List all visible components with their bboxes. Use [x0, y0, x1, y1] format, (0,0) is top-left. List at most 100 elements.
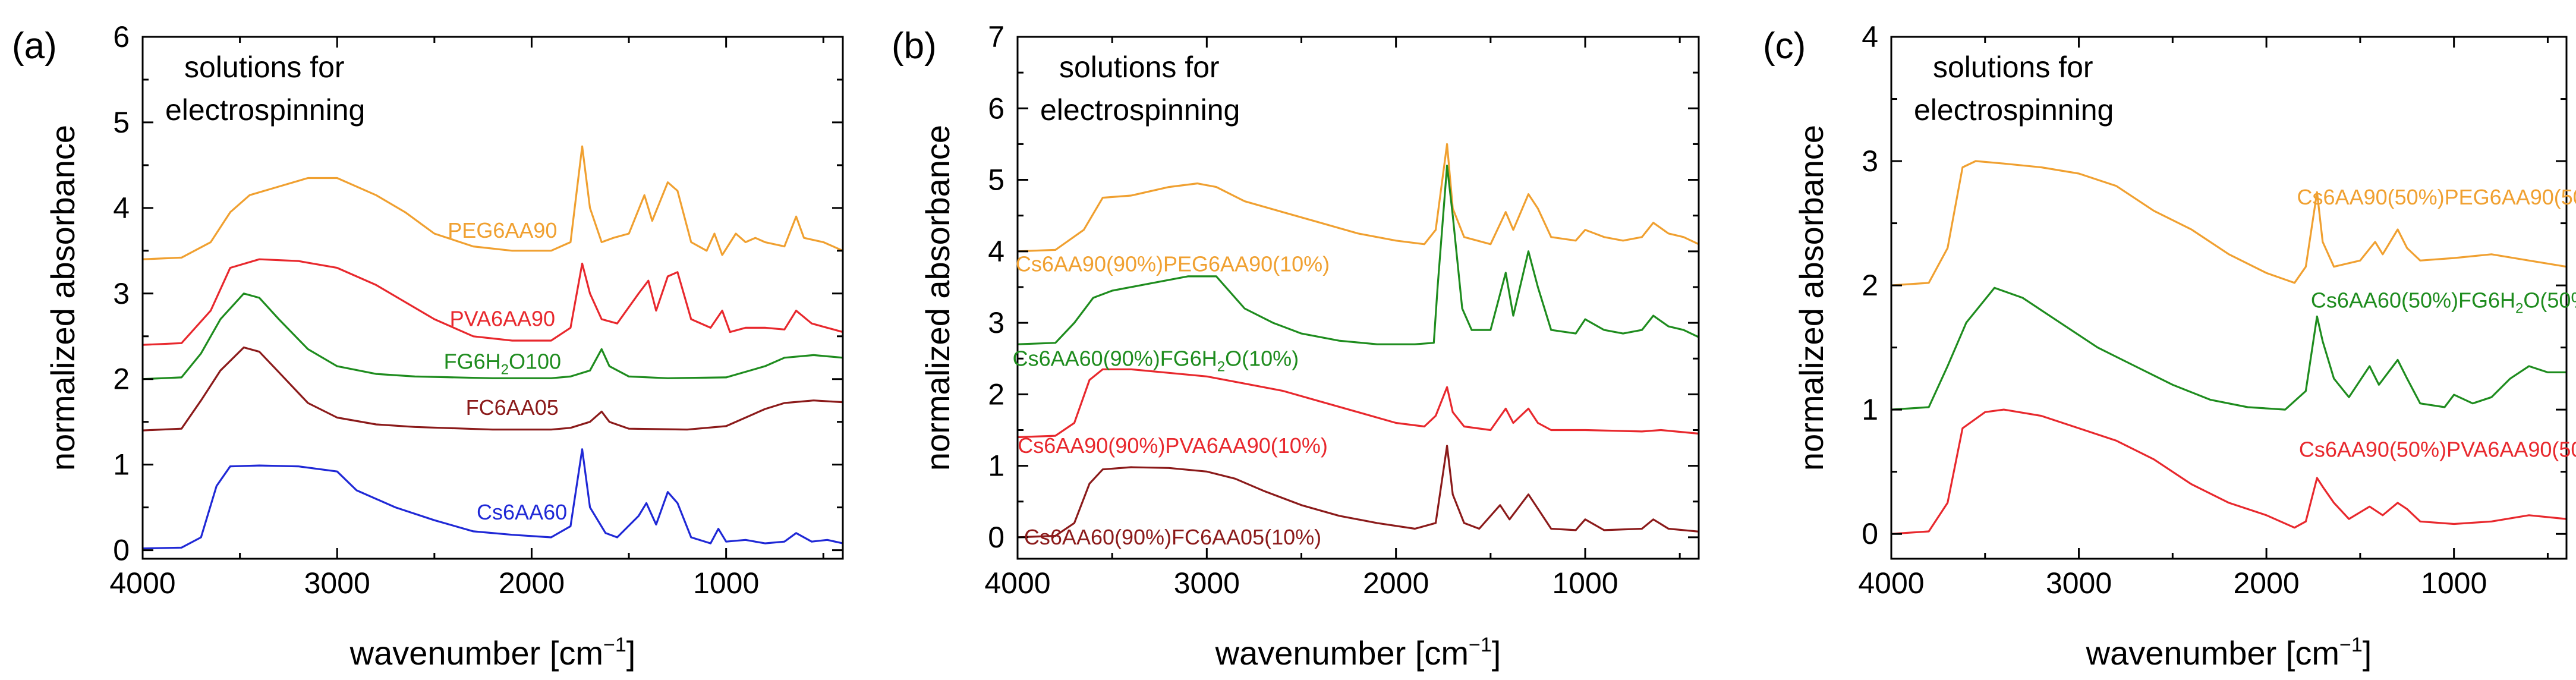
x-tick-label: 1000	[693, 566, 759, 600]
x-tick-label: 3000	[304, 566, 370, 600]
series-label-text: Cs6AA90(90%)PEG6AA90(10%)	[1016, 251, 1330, 276]
y-tick-label: 5	[113, 106, 130, 139]
x-axis-label-superscript: −1	[1469, 634, 1492, 656]
x-tick-label: 2000	[2233, 566, 2299, 600]
series-label-cs6aa90-50-peg6aa90-50-: Cs6AA90(50%)PEG6AA90(50%)	[2297, 185, 2576, 209]
panel-label: (c)	[1763, 26, 1806, 67]
panel-1: 4000 3000 2000 1000 0 1 2 3 4 5 6 wavenumber [cm−1]…	[12, 20, 844, 672]
series-label-cs6aa60: Cs6AA60	[477, 500, 567, 524]
plot-frame	[141, 36, 844, 560]
series-line-cs6aa90-50-pva6aa90-50-	[1891, 408, 2567, 535]
annotation-line-2: electrospinning	[165, 93, 365, 127]
series-label-text: FG6H	[444, 349, 501, 373]
x-tick-label: 1000	[2421, 566, 2487, 600]
series-label-text: Cs6AA90(90%)PVA6AA90(10%)	[1018, 433, 1328, 458]
series-label-cs6aa60-90-fg6h2o-10-: Cs6AA60(90%)FG6H2O(10%)	[1013, 346, 1299, 374]
series-label-text: PEG6AA90	[448, 218, 557, 243]
y-tick-label: 1	[1862, 393, 1878, 426]
series-label-cs6aa90-50-pva6aa90-50-: Cs6AA90(50%)PVA6AA90(50%)	[2299, 437, 2576, 462]
y-tick-label: 6	[988, 92, 1004, 125]
y-tick-label: 1	[988, 449, 1004, 483]
y-tick-label: 0	[113, 534, 130, 567]
x-axis-label: wavenumber [cm−1]	[2086, 634, 2372, 672]
y-tick-label: 3	[1862, 144, 1878, 178]
series-label-text: Cs6AA60(90%)FC6AA05(10%)	[1024, 525, 1321, 549]
series-line-cs6aa60	[142, 448, 843, 550]
y-tick-label: 4	[1862, 20, 1878, 53]
series-label-fc6aa05: FC6AA05	[466, 395, 559, 420]
x-tick-label: 3000	[1174, 566, 1240, 600]
x-axis-label-bracket: ]	[626, 634, 636, 672]
x-axis-label: wavenumber [cm−1]	[1215, 634, 1501, 672]
series-label-text: Cs6AA90(50%)PVA6AA90(50%)	[2299, 437, 2576, 462]
series-label-subscript: 2	[1217, 358, 1225, 374]
plot-frame	[1016, 36, 1700, 560]
series-line-cs6aa60-50-fg6h2o-50-	[1891, 287, 2566, 411]
series-label-cs6aa90-90-pva6aa90-10-: Cs6AA90(90%)PVA6AA90(10%)	[1018, 433, 1328, 458]
series-label-cs6aa90-90-peg6aa90-10-: Cs6AA90(90%)PEG6AA90(10%)	[1016, 251, 1330, 276]
y-tick-label: 7	[988, 20, 1004, 53]
y-axis-label: normalized absorbance	[44, 125, 81, 471]
y-tick-label: 4	[988, 235, 1004, 268]
y-tick-label: 5	[988, 163, 1004, 197]
x-axis-label-text: wavenumber [cm	[349, 634, 603, 672]
series-label-text: Cs6AA60(50%)FG6H	[2311, 288, 2515, 313]
series-line-cs6aa90-50-peg6aa90-50-	[1891, 160, 2567, 287]
series-line-cs6aa90-90-peg6aa90-10-	[1017, 143, 1699, 253]
y-tick-label: 4	[113, 191, 130, 225]
series-label-cs6aa60-90-fc6aa05-10-: Cs6AA60(90%)FC6AA05(10%)	[1024, 525, 1321, 549]
x-tick-label: 4000	[984, 566, 1050, 600]
panel-label: (a)	[12, 26, 57, 67]
y-tick-label: 2	[988, 377, 1004, 411]
annotation-line-1: solutions for	[184, 51, 345, 84]
series-label-fg6h2o100: FG6H2O100	[444, 349, 561, 377]
y-tick-label: 6	[113, 20, 130, 53]
series-line-cs6aa90-90-pva6aa90-10-	[1017, 368, 1699, 439]
series-label-cs6aa60-50-fg6h2o-50-: Cs6AA60(50%)FG6H2O(50%)	[2311, 288, 2576, 317]
series-label-text: FC6AA05	[466, 395, 559, 420]
x-axis-label-bracket: ]	[1492, 634, 1501, 672]
x-tick-label: 4000	[109, 566, 175, 600]
x-axis-label-bracket: ]	[2363, 634, 2372, 672]
y-tick-label: 1	[113, 448, 130, 481]
series-line-fg6h2o100	[142, 292, 843, 380]
y-axis-label: normalized absorbance	[1793, 125, 1830, 471]
panel-label: (b)	[892, 26, 937, 67]
annotation-line-2: electrospinning	[1040, 93, 1240, 127]
series-label-text: Cs6AA60(90%)FG6H	[1013, 346, 1217, 370]
series-label-text-end: O(10%)	[1225, 346, 1299, 370]
series-label-text-end: O(50%)	[2523, 288, 2576, 313]
y-tick-label: 3	[988, 306, 1004, 339]
series-label-subscript: 2	[2515, 301, 2523, 317]
x-axis-label-superscript: −1	[2339, 634, 2363, 656]
series-label-pva6aa90: PVA6AA90	[450, 306, 555, 330]
annotation-line-1: solutions for	[1933, 51, 2093, 84]
y-tick-label: 2	[1862, 269, 1878, 302]
x-axis-label: wavenumber [cm−1]	[349, 634, 636, 672]
series-label-peg6aa90: PEG6AA90	[448, 218, 557, 243]
series-label-text: Cs6AA90(50%)PEG6AA90(50%)	[2297, 185, 2576, 209]
panel-2: 4000 3000 2000 1000 0 1 2 3 4 5 6 7 wavenumber [cm−1…	[892, 20, 1700, 672]
annotation-line-2: electrospinning	[1914, 93, 2114, 127]
y-tick-label: 0	[988, 521, 1004, 554]
y-tick-label: 2	[113, 363, 130, 396]
series-label-subscript: 2	[501, 361, 509, 377]
series-line-fc6aa05	[142, 346, 843, 432]
series-label-text-end: O100	[509, 349, 561, 373]
panel-3: 4000 3000 2000 1000 0 1 2 3 4 wavenumber [cm−1] no…	[1763, 20, 2576, 672]
x-tick-label: 3000	[2046, 566, 2112, 600]
x-tick-label: 2000	[1363, 566, 1429, 600]
series-line-pva6aa90	[142, 258, 843, 346]
x-tick-label: 1000	[1552, 566, 1618, 600]
x-axis-label-text: wavenumber [cm	[1215, 634, 1469, 672]
x-axis-label-superscript: −1	[603, 634, 626, 656]
annotation-line-1: solutions for	[1059, 51, 1220, 84]
series-label-text: Cs6AA60	[477, 500, 567, 524]
series-line-cs6aa60-90-fg6h2o-10-	[1017, 164, 1699, 345]
y-tick-label: 3	[113, 277, 130, 310]
series-line-cs6aa60-90-fc6aa05-10-	[1017, 445, 1699, 539]
series-line-peg6aa90	[142, 145, 843, 260]
x-tick-label: 2000	[499, 566, 565, 600]
y-tick-label: 0	[1862, 517, 1878, 550]
